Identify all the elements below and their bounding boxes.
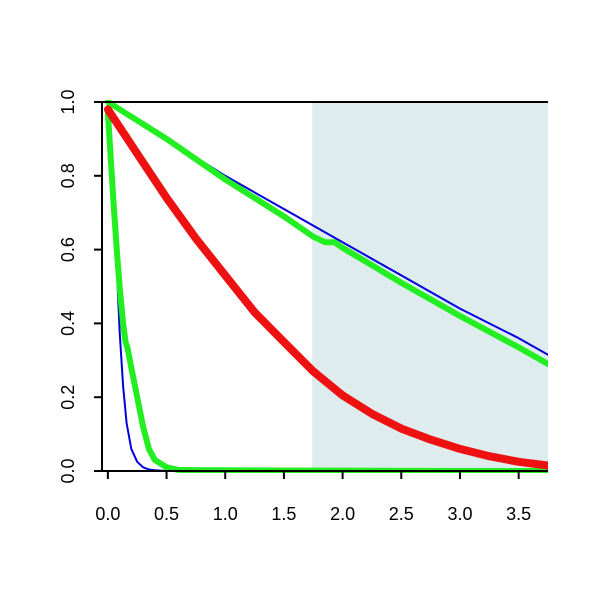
y-tick-label: 0.8 [58,163,78,188]
shaded-region [312,102,548,471]
y-tick-label: 1.0 [58,89,78,114]
x-tick-label: 2.5 [389,504,414,524]
axis-layer [101,101,548,472]
x-tick-label: 3.0 [447,504,472,524]
x-tick-label: 0.0 [95,504,120,524]
x-tick-label: 1.5 [271,504,296,524]
y-tick-label: 0.4 [58,311,78,336]
series-line-5 [103,105,548,470]
y-tick-label: 0.6 [58,237,78,262]
x-tick-label: 0.5 [154,504,179,524]
series-line-4 [104,100,548,367]
x-tick-label: 1.0 [213,504,238,524]
y-tick-label: 0.0 [58,458,78,483]
y-tick-label: 0.2 [58,385,78,410]
shaded-region-layer [312,102,548,471]
x-tick-label: 3.5 [506,504,531,524]
x-tick-label: 2.0 [330,504,355,524]
y-axis-ticks: 0.0 0.2 0.4 0.6 0.8 1.0 [58,89,102,484]
x-axis-ticks: 0.0 0.5 1.0 1.5 2.0 2.5 3.0 3.5 [95,471,531,524]
